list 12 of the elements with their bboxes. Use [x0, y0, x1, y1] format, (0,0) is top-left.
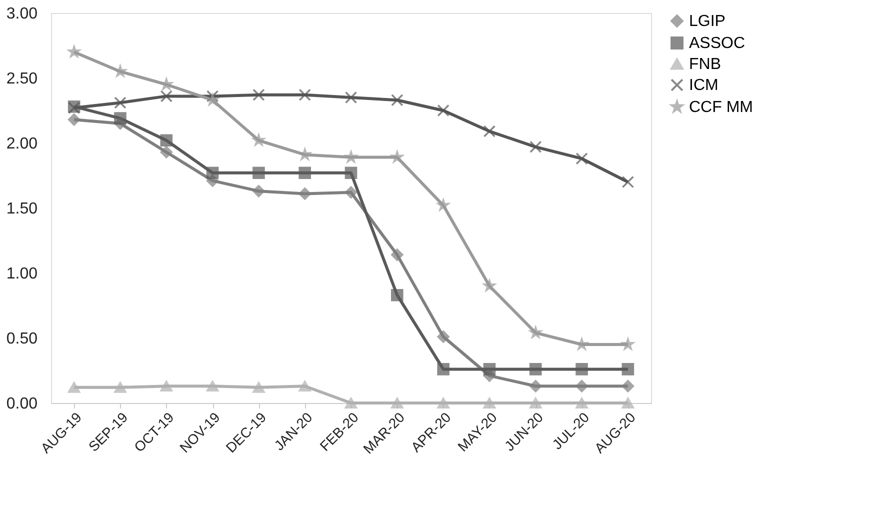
y-tick-label: 1.00	[6, 266, 38, 282]
y-tick-label: 2.50	[6, 70, 38, 88]
legend-label: ASSOC	[689, 35, 746, 52]
y-tick-label: 3.00	[6, 6, 38, 22]
legend-label: CCF MM	[689, 99, 753, 116]
y-tick-label: 2.00	[6, 136, 38, 152]
y-tick-label: 1.50	[6, 200, 38, 218]
legend-label: FNB	[689, 56, 721, 73]
legend-label: ICM	[689, 77, 718, 94]
y-tick-label: 0.00	[6, 396, 38, 412]
y-tick-label: 0.50	[6, 330, 38, 348]
legend-label: LGIP	[689, 13, 726, 30]
